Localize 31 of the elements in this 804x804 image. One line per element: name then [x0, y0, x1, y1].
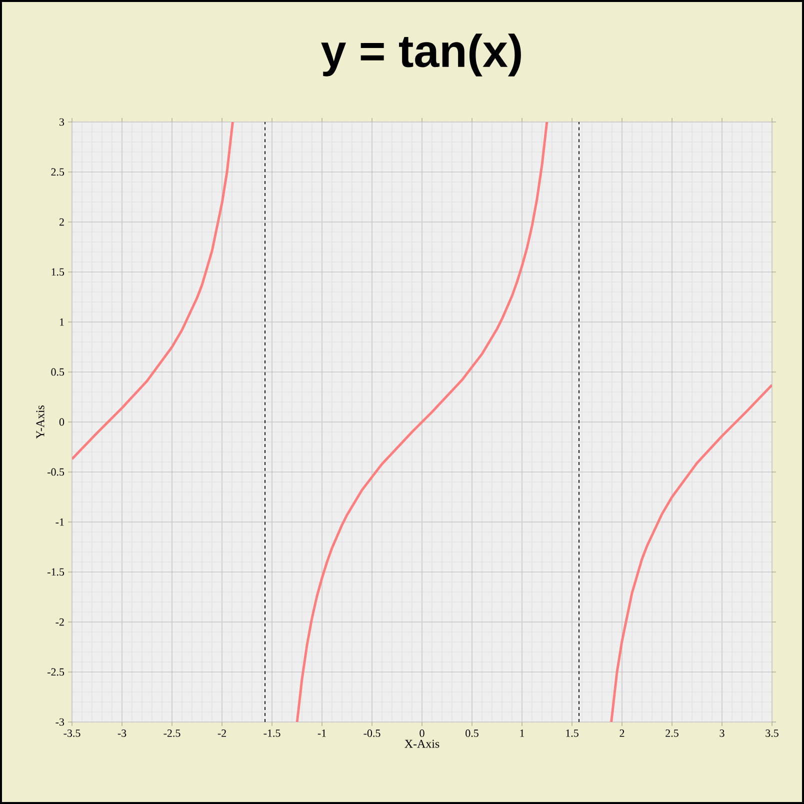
y-tick-label: 1.5 — [52, 268, 64, 276]
y-tick-label: -2.5 — [48, 668, 64, 676]
x-tick-label: 0.5 — [466, 730, 478, 737]
x-tick-label: 2 — [620, 730, 624, 737]
x-tick-label: 2.5 — [666, 730, 678, 737]
x-tick-label: 3.5 — [766, 730, 778, 737]
x-tick-label: 1 — [520, 730, 524, 737]
x-tick-label: -3.5 — [64, 730, 80, 737]
y-tick-label: 1 — [60, 318, 64, 326]
y-tick-label: -1 — [56, 518, 64, 526]
y-tick-label: -1.5 — [48, 568, 64, 576]
x-tick-label: -2.5 — [164, 730, 180, 737]
y-tick-label: -0.5 — [48, 468, 64, 476]
y-tick-label: -2 — [56, 618, 64, 626]
y-tick-label: 3 — [60, 118, 64, 126]
x-tick-label: -2 — [218, 730, 226, 737]
x-tick-label: 1.5 — [566, 730, 578, 737]
x-tick-label: 0 — [420, 730, 424, 737]
x-tick-label: -3 — [118, 730, 126, 737]
x-tick-label: -0.5 — [364, 730, 380, 737]
x-tick-label: -1 — [318, 730, 326, 737]
y-axis-title: Y-Axis — [36, 405, 44, 439]
y-tick-label: 0.5 — [51, 368, 64, 376]
y-tick-label: 2 — [59, 218, 64, 226]
x-tick-label: -1.5 — [264, 730, 280, 737]
chart-title: y = tan(x) — [321, 34, 521, 76]
y-tick-label: 2.5 — [51, 168, 64, 176]
x-axis-title: X-Axis — [404, 740, 440, 748]
y-tick-label: -3 — [56, 718, 64, 726]
x-tick-label: 3 — [720, 730, 724, 737]
y-tick-label: 0 — [59, 418, 64, 426]
